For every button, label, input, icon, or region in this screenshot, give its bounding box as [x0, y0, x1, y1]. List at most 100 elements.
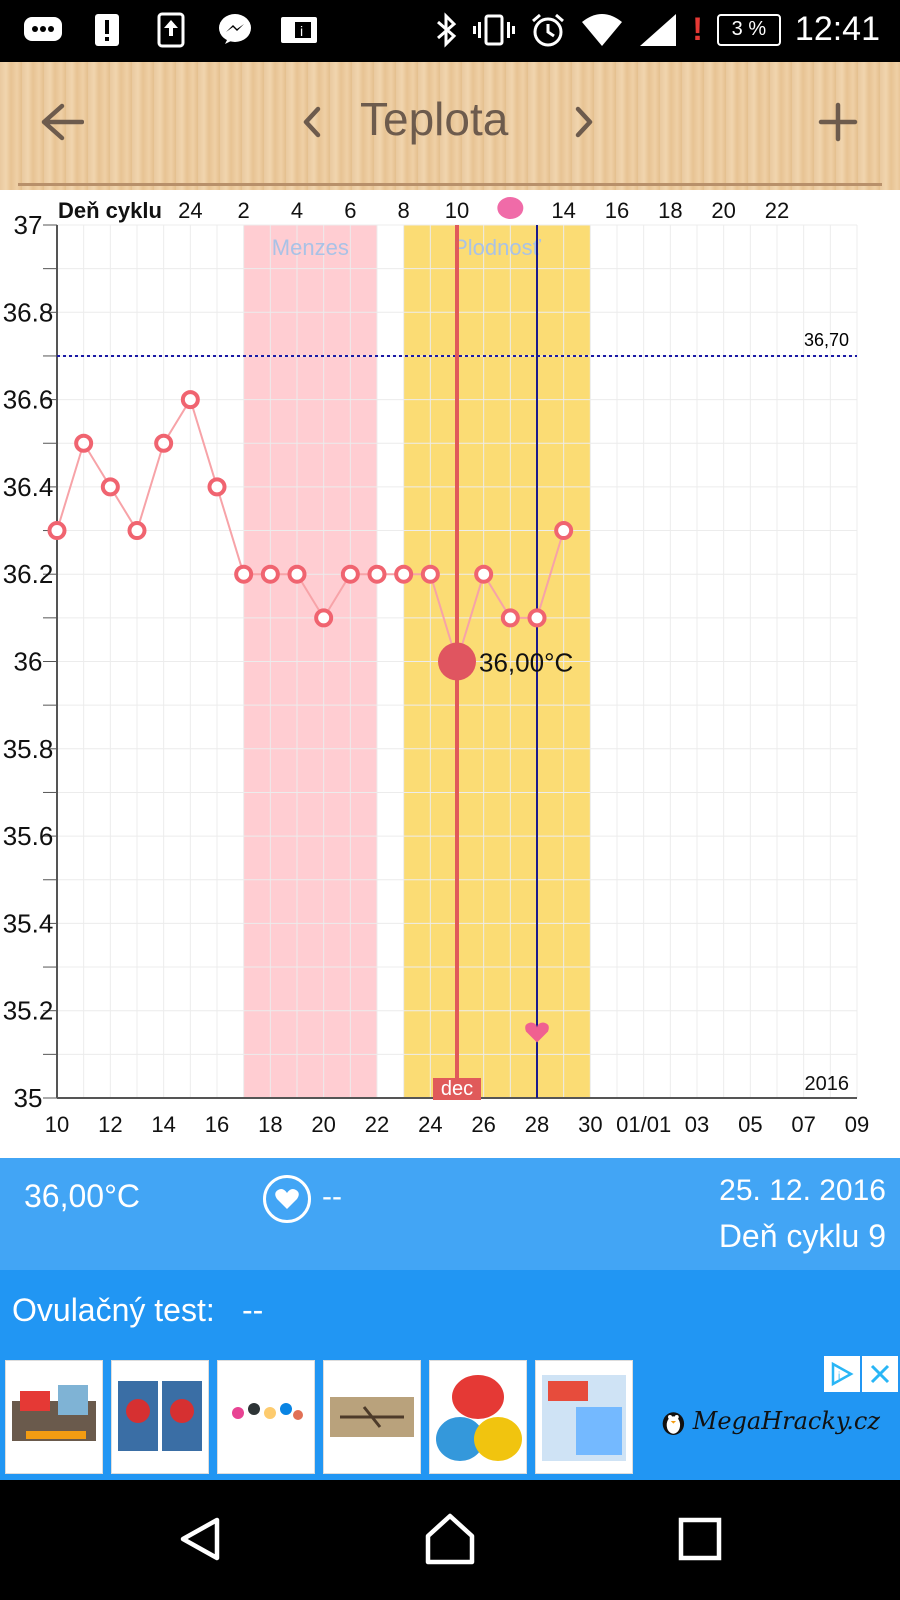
ad-brand-logo[interactable]: MegaHracky.cz	[660, 1386, 880, 1456]
arrow-left-icon	[41, 103, 84, 141]
temperature-point	[234, 564, 254, 584]
temperature-chart-svg[interactable]: Menzes Plodnosť 36,70 37 36.8 36.6 36.4 36.2 36 3…	[0, 190, 900, 1160]
close-icon	[870, 1364, 890, 1384]
temperature-point	[47, 521, 67, 541]
nav-recents-button[interactable]	[660, 1504, 740, 1574]
ad-product-thumb[interactable]	[535, 1360, 633, 1474]
y-tick-label: 36.8	[3, 297, 54, 327]
year-label: 2016	[805, 1073, 850, 1095]
phase-band-label: Menzes	[272, 235, 349, 260]
cycle-tick-label: 2	[238, 198, 250, 223]
selected-temperature: 36,00°C	[24, 1178, 140, 1214]
nav-recents-icon	[678, 1517, 722, 1561]
x-tick-label: 07	[791, 1112, 815, 1137]
system-icons: ! 3 % 12:41	[434, 10, 880, 49]
temperature-point	[554, 521, 574, 541]
x-tick-label: 30	[578, 1112, 602, 1137]
cycle-tick-label: 14	[551, 198, 575, 223]
x-tick-label: 22	[365, 1112, 389, 1137]
x-tick-label: 20	[311, 1112, 335, 1137]
status-bar: i ! 3 % 12:41	[0, 0, 900, 62]
ad-product-thumb[interactable]	[5, 1360, 103, 1474]
status-time: 12:41	[794, 10, 880, 48]
ad-product-thumb[interactable]	[429, 1360, 527, 1474]
nav-back-icon	[180, 1517, 220, 1561]
x-tick-label: 01/01	[616, 1112, 671, 1137]
previous-button[interactable]	[292, 96, 332, 148]
intercourse-button[interactable]	[263, 1175, 311, 1223]
next-button[interactable]	[564, 96, 604, 148]
cycle-tick-label: 6	[344, 198, 356, 223]
ovulation-marker	[497, 197, 524, 219]
x-tick-label: 18	[258, 1112, 282, 1137]
cycle-tick-label: 16	[605, 198, 629, 223]
day-info-panel[interactable]: 36,00°C -- 25. 12. 2016 Deň cyklu 9	[0, 1158, 900, 1270]
phase-band-label: Plodnosť	[453, 235, 542, 260]
cycle-tick-label: 22	[765, 198, 789, 223]
temperature-point	[394, 564, 414, 584]
back-button[interactable]	[32, 92, 92, 152]
alarm-icon	[532, 13, 565, 46]
temperature-chart[interactable]: Menzes Plodnosť 36,70 37 36.8 36.6 36.4 36.2 36 3…	[0, 190, 900, 1160]
x-tick-label: 09	[845, 1112, 869, 1137]
selected-date: 25. 12. 2016	[719, 1174, 886, 1207]
x-tick-label: 26	[471, 1112, 495, 1137]
temperature-point	[314, 608, 334, 628]
heart-icon	[275, 1189, 299, 1209]
temperature-point	[287, 564, 307, 584]
chevron-right-icon	[575, 106, 593, 138]
penguin-icon	[662, 1412, 685, 1436]
reference-line-label: 36,70	[804, 330, 849, 350]
x-tick-label: 10	[45, 1112, 69, 1137]
cycle-tick-label: 20	[711, 198, 735, 223]
navigation-bar	[0, 1480, 900, 1600]
ad-banner[interactable]: MegaHracky.cz i	[0, 1356, 900, 1480]
ad-close-button[interactable]	[862, 1356, 898, 1392]
ad-product-thumb[interactable]	[217, 1360, 315, 1474]
info-card-icon: i	[278, 12, 320, 48]
signal-icon	[640, 13, 677, 46]
heart-marker	[525, 1022, 549, 1043]
battery-indicator: 3 %	[716, 13, 781, 46]
temperature-point	[207, 477, 227, 497]
cycle-tick-label: 18	[658, 198, 682, 223]
selected-cycle-day: Deň cyklu 9	[718, 1218, 886, 1254]
temperature-point	[420, 564, 440, 584]
cycle-tick-label: 4	[291, 198, 303, 223]
ad-product-thumb[interactable]	[111, 1360, 209, 1474]
ovulation-test-panel[interactable]: Ovulačný test: --	[0, 1270, 900, 1356]
temperature-point	[527, 608, 547, 628]
x-tick-label: 24	[418, 1112, 442, 1137]
x-tick-label: 12	[98, 1112, 122, 1137]
ad-product-thumb[interactable]	[323, 1360, 421, 1474]
page-title: Teplota	[360, 93, 509, 145]
notification-icons: i	[22, 12, 320, 48]
messenger-icon	[214, 12, 256, 48]
temperature-point	[260, 564, 280, 584]
ovulation-test-label: Ovulačný test:	[12, 1292, 215, 1328]
nav-home-button[interactable]	[410, 1504, 490, 1574]
ad-info-button[interactable]: i	[824, 1356, 860, 1392]
temperature-point	[474, 564, 494, 584]
y-tick-label: 35.4	[3, 908, 54, 938]
battery-level: 3 %	[731, 18, 767, 40]
cycle-tick-label: 8	[398, 198, 410, 223]
alert-icon	[86, 12, 128, 48]
temperature-point	[500, 608, 520, 628]
cycle-tick-label: 10	[445, 198, 469, 223]
y-tick-label: 35.2	[3, 996, 54, 1026]
selected-temperature-label: 36,00°C	[479, 648, 573, 678]
y-tick-label: 36.2	[3, 559, 54, 589]
x-tick-label: 28	[525, 1112, 549, 1137]
vibrate-icon	[473, 14, 516, 45]
x-tick-label: 03	[685, 1112, 709, 1137]
y-tick-label: 35.6	[3, 821, 54, 851]
add-button[interactable]	[808, 92, 868, 152]
nav-back-button[interactable]	[160, 1504, 240, 1574]
y-tick-label: 35	[14, 1083, 43, 1113]
ad-choices-icon: i	[831, 1361, 854, 1387]
x-tick-label: 16	[205, 1112, 229, 1137]
temperature-point	[180, 390, 200, 410]
y-tick-label: 36	[14, 647, 43, 677]
cycle-axis-label: Deň cyklu	[58, 198, 162, 223]
